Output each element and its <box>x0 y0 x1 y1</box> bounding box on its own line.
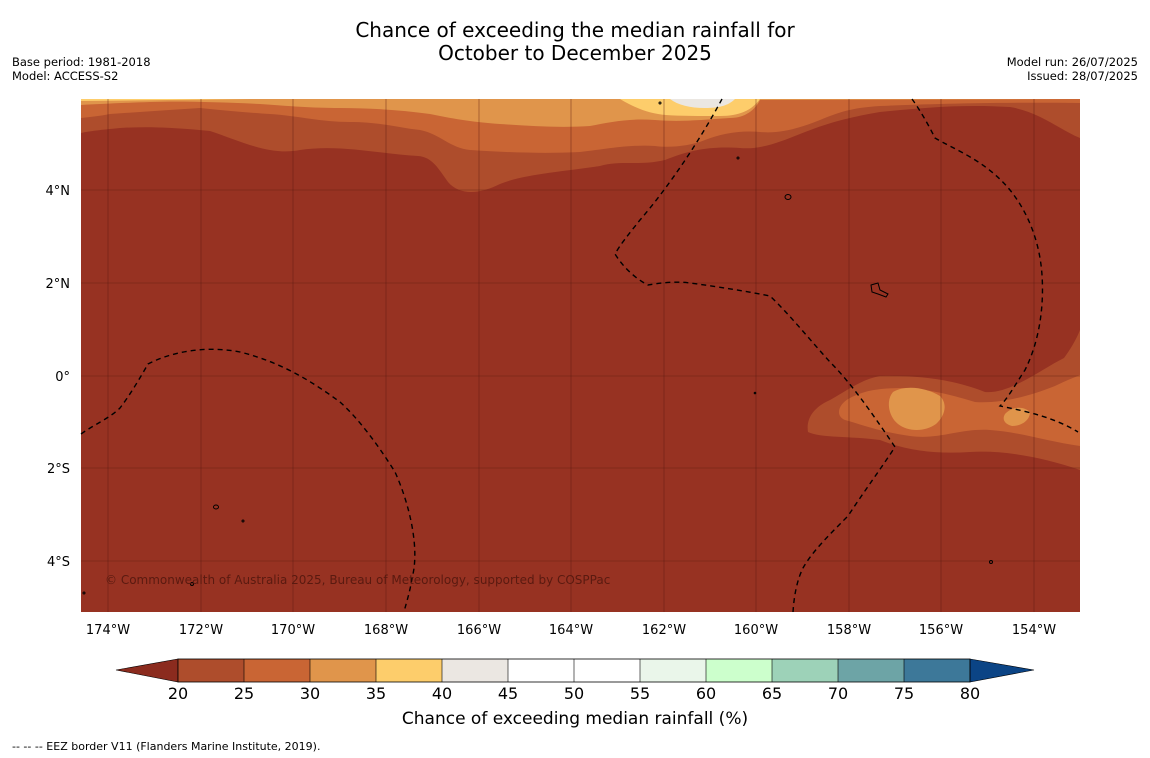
colorbar-segment-20-25 <box>178 659 244 682</box>
island-3 <box>213 504 219 510</box>
lat-label-2s: 2°S <box>47 462 70 477</box>
eez-legend-note: -- -- -- EEZ border V11 (Flanders Marine… <box>12 740 321 753</box>
copyright-text: © Commonwealth of Australia 2025, Bureau… <box>105 573 610 587</box>
colorbar-tick-45: 45 <box>498 684 518 703</box>
colorbar-tick-75: 75 <box>894 684 914 703</box>
island-4 <box>241 519 245 523</box>
lon-label-170w: 170°W <box>271 623 315 638</box>
colorbar-tick-80: 80 <box>960 684 980 703</box>
lon-label-166w: 166°W <box>457 623 501 638</box>
map-panel: © Commonwealth of Australia 2025, Bureau… <box>80 98 1080 613</box>
model-run-label: Model run: 26/07/2025 <box>1006 55 1138 69</box>
colorbar-tick-40: 40 <box>432 684 452 703</box>
colorbar-segment-50-55 <box>574 659 640 682</box>
colorbar-tick-25: 25 <box>234 684 254 703</box>
longitude-labels: 174°W 172°W 170°W 168°W 166°W 164°W 162°… <box>86 623 1056 638</box>
lon-label-158w: 158°W <box>827 623 871 638</box>
island-6 <box>989 560 993 564</box>
map-title-line-2: October to December 2025 <box>438 41 712 65</box>
colorbar-dividers <box>243 659 905 682</box>
colorbar-tick-35: 35 <box>366 684 386 703</box>
colorbar-segment-70-75 <box>838 659 904 682</box>
colorbar-tick-50: 50 <box>564 684 584 703</box>
colorbar-segment-75-80 <box>904 659 970 682</box>
lat-label-4n: 4°N <box>46 184 71 199</box>
island-10 <box>82 591 86 595</box>
contour-30-35-north <box>81 99 1080 127</box>
colorbar: 20 25 30 35 40 45 50 55 60 65 70 75 80 <box>115 658 1035 703</box>
lon-label-168w: 168°W <box>364 623 408 638</box>
map-base-below-20 <box>81 99 1080 612</box>
lat-label-4s: 4°S <box>47 555 70 570</box>
colorbar-segment-55-60 <box>640 659 706 682</box>
colorbar-under-arrow <box>115 658 179 683</box>
colorbar-segment-65-70 <box>772 659 838 682</box>
lon-label-162w: 162°W <box>642 623 686 638</box>
colorbar-segment-35-40 <box>376 659 442 682</box>
base-period-label: Base period: 1981-2018 <box>12 55 151 69</box>
colorbar-tick-60: 60 <box>696 684 716 703</box>
colorbar-segments <box>178 659 970 682</box>
colorbar-title: Chance of exceeding median rainfall (%) <box>401 709 749 729</box>
lon-label-160w: 160°W <box>734 623 778 638</box>
latitude-labels: 4°N 2°N 0° 2°S 4°S <box>46 184 71 570</box>
lon-label-164w: 164°W <box>549 623 593 638</box>
colorbar-tick-labels: 20 25 30 35 40 45 50 55 60 65 70 75 80 <box>168 684 980 703</box>
contour-30-35-east <box>888 387 1030 430</box>
issued-label: Issued: 28/07/2025 <box>1027 69 1138 83</box>
colorbar-segment-30-35 <box>310 659 376 682</box>
model-label: Model: ACCESS-S2 <box>12 69 119 83</box>
colorbar-segment-45-50 <box>508 659 574 682</box>
graticule <box>81 99 1080 612</box>
lon-label-156w: 156°W <box>919 623 963 638</box>
map-title-line-1: Chance of exceeding the median rainfall … <box>355 18 795 42</box>
colorbar-segment-25-30 <box>244 659 310 682</box>
island-5 <box>190 582 194 586</box>
island-2 <box>870 282 889 298</box>
lat-label-0: 0° <box>55 370 70 385</box>
island-7 <box>736 156 740 160</box>
colorbar-tick-55: 55 <box>630 684 650 703</box>
lat-label-2n: 2°N <box>46 277 71 292</box>
lon-label-172w: 172°W <box>179 623 223 638</box>
colorbar-over-arrow <box>969 658 1035 683</box>
contour-40-45-north <box>670 99 735 108</box>
colorbar-tick-70: 70 <box>828 684 848 703</box>
eez-border-central <box>614 98 896 613</box>
meta-info-left: Base period: 1981-2018 Model: ACCESS-S2 <box>12 55 151 83</box>
eez-border-east <box>911 98 1079 433</box>
island-9 <box>753 391 757 395</box>
island-8 <box>658 101 662 105</box>
islands <box>82 101 993 595</box>
meta-info-right: Model run: 26/07/2025 Issued: 28/07/2025 <box>1007 55 1138 83</box>
colorbar-tick-65: 65 <box>762 684 782 703</box>
eez-borders <box>80 98 1079 613</box>
colorbar-segment-60-65 <box>706 659 772 682</box>
lon-label-174w: 174°W <box>86 623 130 638</box>
colorbar-tick-30: 30 <box>300 684 320 703</box>
lon-label-154w: 154°W <box>1012 623 1056 638</box>
island-1 <box>784 194 792 200</box>
colorbar-segment-40-45 <box>442 659 508 682</box>
colorbar-tick-20: 20 <box>168 684 188 703</box>
